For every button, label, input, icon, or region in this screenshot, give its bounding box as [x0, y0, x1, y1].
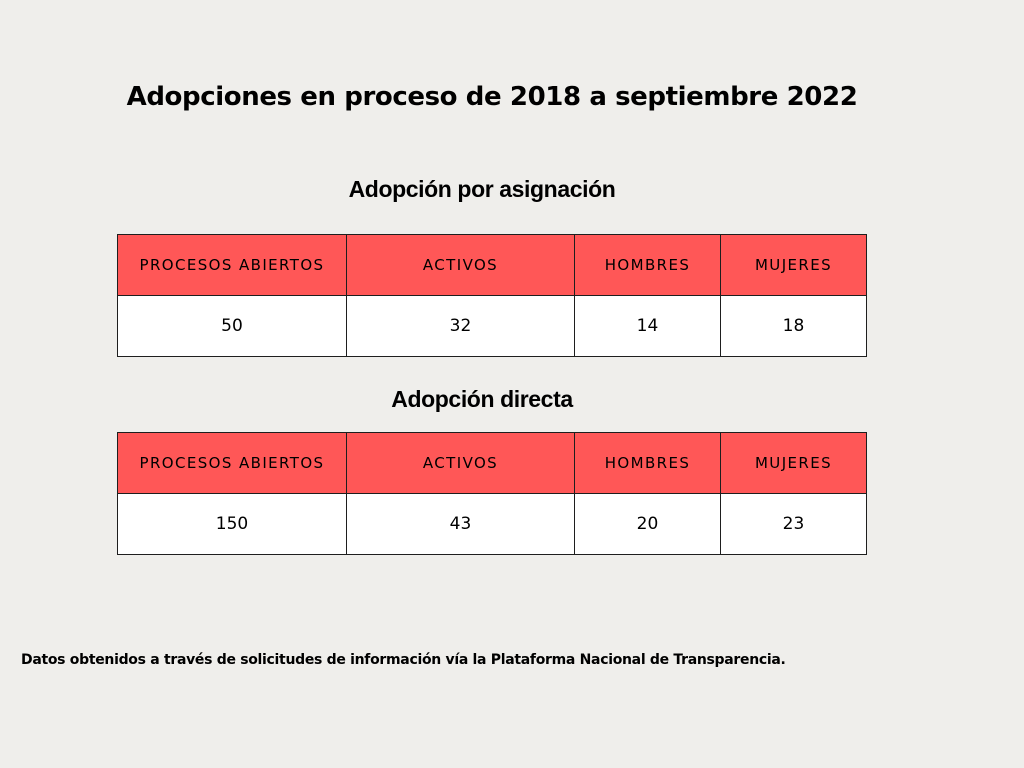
table-header-row: PROCESOS ABIERTOS ACTIVOS HOMBRES MUJERE… [117, 432, 867, 494]
cell-procesos-abiertos: 50 [117, 295, 347, 357]
cell-hombres: 14 [574, 295, 721, 357]
cell-hombres: 20 [574, 493, 721, 555]
table-header-row: PROCESOS ABIERTOS ACTIVOS HOMBRES MUJERE… [117, 234, 867, 296]
cell-activos: 43 [346, 493, 575, 555]
cell-mujeres: 23 [720, 493, 867, 555]
header-activos: ACTIVOS [346, 234, 575, 296]
table-directa: PROCESOS ABIERTOS ACTIVOS HOMBRES MUJERE… [117, 432, 867, 555]
cell-activos: 32 [346, 295, 575, 357]
header-hombres: HOMBRES [574, 234, 721, 296]
cell-mujeres: 18 [720, 295, 867, 357]
header-mujeres: MUJERES [720, 432, 867, 494]
header-procesos-abiertos: PROCESOS ABIERTOS [117, 432, 347, 494]
section-title-asignacion: Adopción por asignación [348, 176, 616, 202]
header-procesos-abiertos: PROCESOS ABIERTOS [117, 234, 347, 296]
header-hombres: HOMBRES [574, 432, 721, 494]
header-activos: ACTIVOS [346, 432, 575, 494]
table-row: 150 43 20 23 [117, 493, 867, 555]
source-footnote: Datos obtenidos a través de solicitudes … [21, 652, 786, 668]
section-title-directa: Adopción directa [391, 386, 573, 412]
page-title: Adopciones en proceso de 2018 a septiemb… [126, 82, 858, 112]
table-asignacion: PROCESOS ABIERTOS ACTIVOS HOMBRES MUJERE… [117, 234, 867, 357]
cell-procesos-abiertos: 150 [117, 493, 347, 555]
table-row: 50 32 14 18 [117, 295, 867, 357]
header-mujeres: MUJERES [720, 234, 867, 296]
